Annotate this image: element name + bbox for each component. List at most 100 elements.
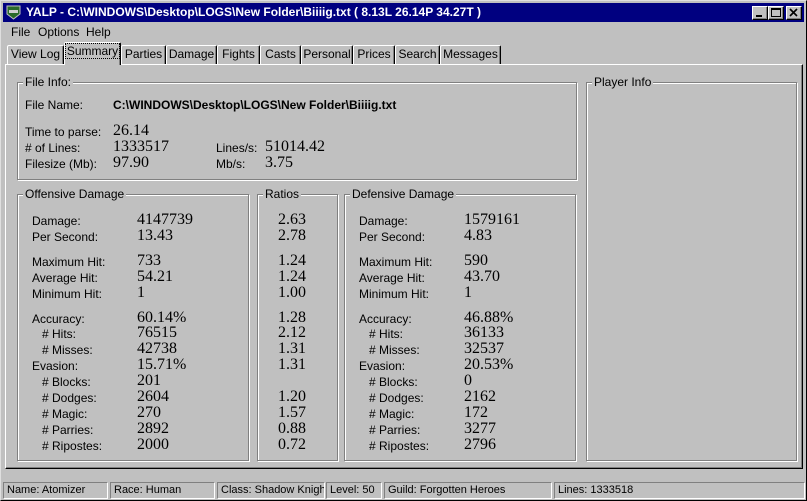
ratio-value: 1.00	[278, 284, 306, 301]
tab-fights[interactable]: Fights	[217, 45, 260, 64]
offensive-stat-value: 733	[137, 252, 161, 269]
offensive-stat-value: 42738	[137, 340, 177, 357]
offensive-damage-title: Offensive Damage	[23, 187, 127, 201]
defensive-stat-value: 172	[464, 404, 488, 421]
offensive-stat-label: Maximum Hit:	[32, 255, 106, 269]
offensive-stat-label: # Magic:	[42, 407, 88, 421]
player-info-group: Player Info	[586, 75, 797, 461]
offensive-stat-label: # Parries:	[42, 423, 94, 437]
offensive-stat-value: 1	[137, 284, 145, 301]
ratios-title: Ratios	[263, 187, 302, 201]
status-class: Class: Shadow Knight	[217, 482, 325, 499]
defensive-stat-value: 46.88%	[464, 309, 514, 326]
defensive-stat-label: # Parries:	[369, 423, 421, 437]
status-guild: Guild: Forgotten Heroes	[384, 482, 552, 499]
status-level: Level: 50	[326, 482, 382, 499]
tab-search[interactable]: Search	[395, 45, 440, 64]
defensive-stat-label: # Dodges:	[369, 391, 424, 405]
ratio-value: 0.72	[278, 436, 306, 453]
defensive-stat-label: Evasion:	[359, 359, 406, 373]
filesize-label: Filesize (Mb):	[25, 157, 98, 171]
tab-summary[interactable]: Summary	[64, 42, 121, 65]
offensive-stat-value: 60.14%	[137, 309, 187, 326]
window-title: YALP - C:\WINDOWS\Desktop\LOGS\New Folde…	[26, 5, 481, 19]
tab-strip: View Log Summary Parties Damage Fights C…	[5, 42, 805, 65]
offensive-stat-label: # Dodges:	[42, 391, 97, 405]
offensive-stat-value: 13.43	[137, 227, 173, 244]
ratio-value: 1.57	[278, 404, 306, 421]
menu-options[interactable]: Options	[38, 25, 80, 39]
mb-per-sec-label: Mb/s:	[216, 157, 246, 171]
offensive-stat-label: Accuracy:	[32, 312, 85, 326]
tab-messages[interactable]: Messages	[440, 45, 501, 64]
lines-label: # of Lines:	[25, 141, 81, 155]
offensive-stat-value: 76515	[137, 324, 177, 341]
defensive-stat-value: 36133	[464, 324, 504, 341]
defensive-stat-value: 3277	[464, 420, 496, 437]
maximize-icon	[771, 8, 781, 17]
ratio-value: 2.12	[278, 324, 306, 341]
defensive-stat-label: Minimum Hit:	[359, 287, 430, 301]
yalp-app-icon	[6, 5, 21, 20]
close-button[interactable]	[786, 6, 802, 20]
tab-casts[interactable]: Casts	[260, 45, 301, 64]
tab-prices[interactable]: Prices	[353, 45, 395, 64]
summary-panel: File Info: File Name: C:\WINDOWS\Desktop…	[5, 64, 803, 469]
offensive-stat-value: 201	[137, 372, 161, 389]
player-info-title: Player Info	[592, 75, 654, 89]
status-bar: Name: Atomizer Race: Human Class: Shadow…	[3, 480, 806, 500]
filesize-value: 97.90	[113, 154, 149, 171]
offensive-stat-label: Minimum Hit:	[32, 287, 103, 301]
ratio-value: 1.24	[278, 252, 306, 269]
minimize-button[interactable]	[752, 6, 768, 20]
ratio-value: 0.88	[278, 420, 306, 437]
defensive-stat-value: 0	[464, 372, 472, 389]
ratio-value: 1.24	[278, 268, 306, 285]
offensive-stat-label: Damage:	[32, 214, 81, 228]
defensive-stat-label: Average Hit:	[359, 271, 425, 285]
offensive-damage-group: Offensive Damage Damage: 4147739 Per Secon…	[17, 187, 249, 461]
status-name: Name: Atomizer	[3, 482, 108, 499]
close-icon	[789, 8, 798, 17]
minimize-icon	[756, 15, 762, 17]
defensive-stat-value: 590	[464, 252, 488, 269]
status-race: Race: Human	[110, 482, 215, 499]
offensive-stat-value: 2000	[137, 436, 169, 453]
defensive-stat-label: Damage:	[359, 214, 408, 228]
title-bar[interactable]: YALP - C:\WINDOWS\Desktop\LOGS\New Folde…	[3, 3, 804, 22]
ratio-value: 2.63	[278, 211, 306, 228]
tab-view-log[interactable]: View Log	[7, 45, 64, 64]
defensive-stat-label: Per Second:	[359, 230, 426, 244]
menu-help[interactable]: Help	[86, 25, 111, 39]
tab-personal[interactable]: Personal	[301, 45, 353, 64]
tab-parties[interactable]: Parties	[121, 45, 166, 64]
offensive-stat-value: 15.71%	[137, 356, 187, 373]
menu-file[interactable]: File	[11, 25, 31, 39]
defensive-stat-label: # Magic:	[369, 407, 415, 421]
offensive-stat-value: 54.21	[137, 268, 173, 285]
offensive-stat-label: # Misses:	[42, 343, 93, 357]
defensive-damage-title: Defensive Damage	[350, 187, 457, 201]
defensive-stat-value: 2796	[464, 436, 496, 453]
offensive-stat-label: # Ripostes:	[42, 439, 103, 453]
file-info-group: File Info: File Name: C:\WINDOWS\Desktop…	[17, 75, 577, 180]
defensive-stat-value: 43.70	[464, 268, 500, 285]
time-to-parse-label: Time to parse:	[25, 125, 102, 139]
offensive-stat-label: Per Second:	[32, 230, 99, 244]
file-name-value: C:\WINDOWS\Desktop\LOGS\New Folder\Biiii…	[113, 98, 397, 112]
defensive-stat-label: # Misses:	[369, 343, 420, 357]
ratio-value: 2.78	[278, 227, 306, 244]
defensive-stat-value: 20.53%	[464, 356, 514, 373]
ratios-group: Ratios 2.63 2.78 1.24 1.24 1.00 1.28 2.12 1.31 1…	[257, 187, 338, 461]
status-lines: Lines: 1333518	[554, 482, 805, 499]
offensive-stat-value: 2892	[137, 420, 169, 437]
defensive-stat-label: Maximum Hit:	[359, 255, 433, 269]
tab-damage[interactable]: Damage	[166, 45, 217, 64]
defensive-stat-label: Accuracy:	[359, 312, 412, 326]
time-to-parse-value: 26.14	[113, 122, 149, 139]
maximize-button[interactable]	[768, 6, 784, 20]
defensive-damage-group: Defensive Damage Damage: 1579161 Per Secon…	[344, 187, 576, 461]
offensive-stat-value: 270	[137, 404, 161, 421]
defensive-stat-value: 2162	[464, 388, 496, 405]
